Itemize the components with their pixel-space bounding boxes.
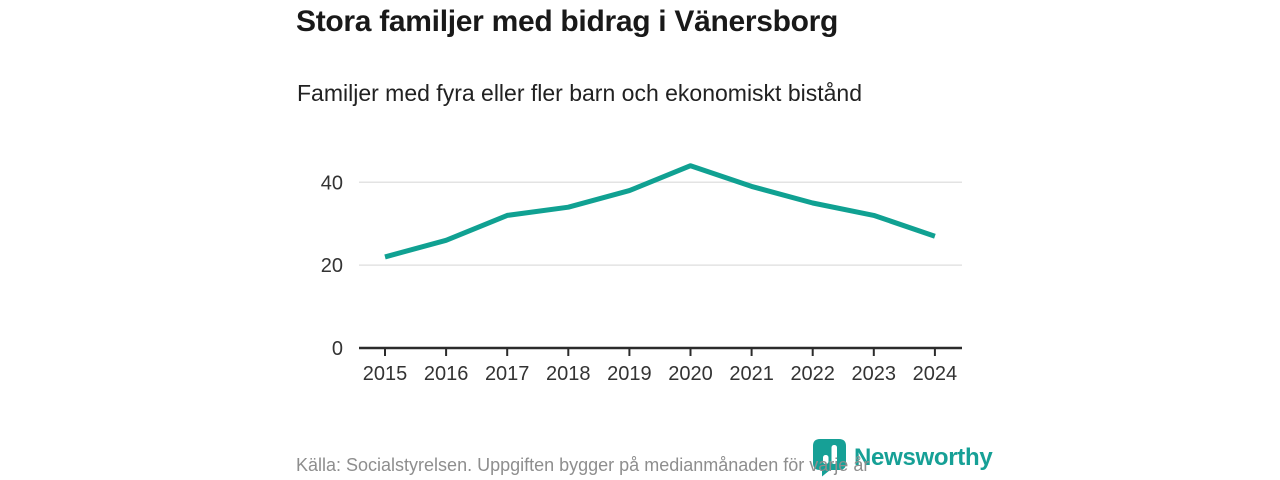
x-tick-label: 2016 bbox=[424, 363, 469, 385]
line-chart: 0 20 40 2015 2016 2017 2018 2019 2020 2021 2022 202… bbox=[321, 163, 962, 385]
x-tick-label: 2020 bbox=[668, 363, 713, 385]
x-tick-label: 2022 bbox=[790, 363, 835, 385]
x-tick-label: 2019 bbox=[607, 363, 652, 385]
x-tick-label: 2017 bbox=[485, 363, 529, 385]
y-tick-label: 20 bbox=[321, 255, 343, 277]
chart-title: Stora familjer med bidrag i Vänersborg bbox=[296, 5, 839, 38]
newsworthy-logo: Newsworthy bbox=[812, 438, 993, 477]
x-tick-label: 2024 bbox=[913, 363, 958, 385]
chart-subtitle: Familjer med fyra eller fler barn och ek… bbox=[297, 80, 863, 106]
x-tick-label: 2018 bbox=[546, 363, 591, 385]
newsworthy-pin-icon bbox=[813, 439, 846, 477]
data-line bbox=[384, 163, 936, 260]
y-tick-label: 40 bbox=[321, 172, 343, 194]
x-tick-label: 2021 bbox=[729, 363, 774, 385]
x-tick-label: 2023 bbox=[852, 363, 897, 385]
y-tick-label: 0 bbox=[332, 338, 343, 360]
newsworthy-logo-text: Newsworthy bbox=[854, 443, 993, 471]
source-note: Källa: Socialstyrelsen. Uppgiften bygger… bbox=[296, 455, 870, 475]
x-tick-label: 2015 bbox=[363, 363, 408, 385]
